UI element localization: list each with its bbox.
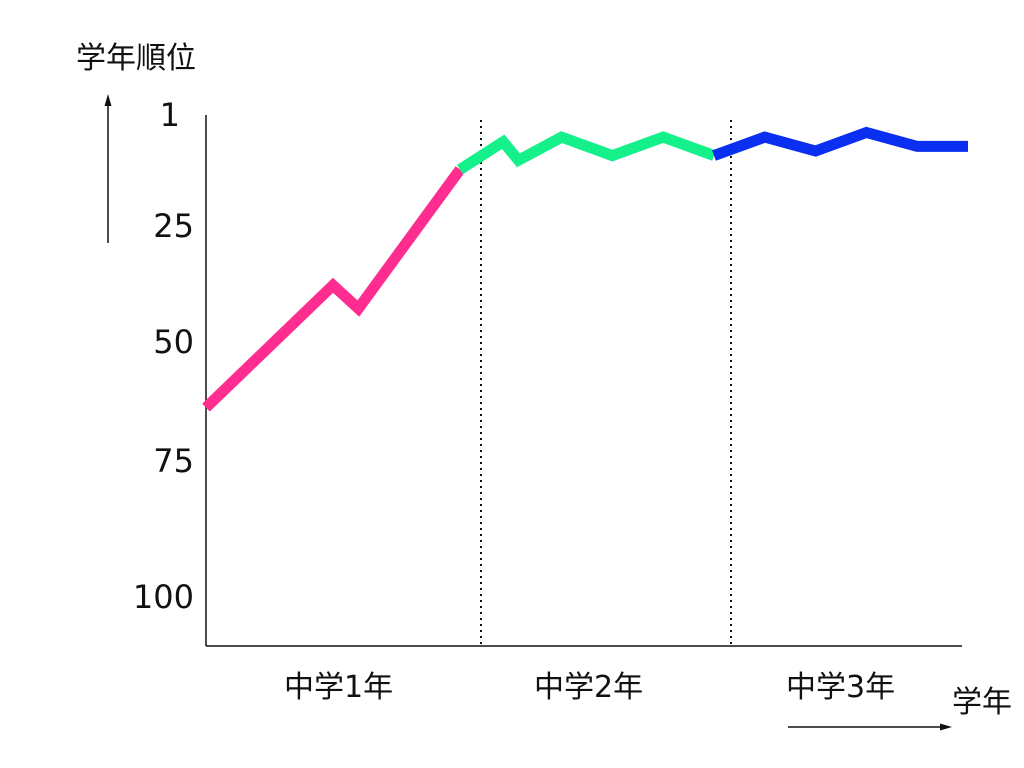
y-tick-label: 100 <box>133 578 194 616</box>
category-label-1: 中学1年 <box>284 670 393 705</box>
series-line-2 <box>457 131 716 175</box>
y-tick-label: 50 <box>153 323 194 361</box>
y-axis-label: 学年順位 <box>76 41 196 76</box>
right-arrow-icon <box>788 723 952 731</box>
series-line-1 <box>202 166 465 412</box>
y-tick-label: 25 <box>153 207 194 245</box>
category-label-2: 中学2年 <box>534 670 643 705</box>
series-line-3 <box>712 126 968 161</box>
x-axis-label: 学年 <box>952 685 1012 720</box>
category-label-3: 中学3年 <box>786 670 895 705</box>
y-tick-label: 1 <box>160 96 180 134</box>
y-tick-label: 75 <box>153 442 194 480</box>
up-arrow-icon <box>104 94 112 243</box>
